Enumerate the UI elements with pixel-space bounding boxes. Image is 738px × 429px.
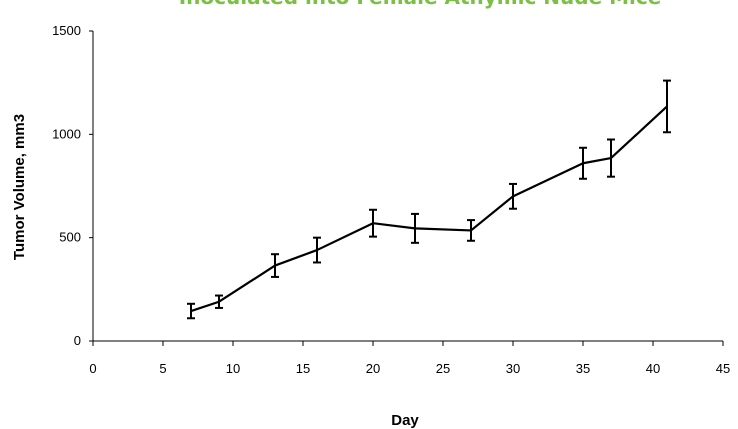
x-tick-label: 0 [89, 361, 96, 376]
y-tick-label: 1000 [52, 126, 81, 141]
y-axis-ticks: 0 500 1000 1500 [52, 23, 93, 348]
x-tick-label: 40 [646, 361, 660, 376]
y-tick-label: 0 [74, 333, 81, 348]
x-tick-label: 25 [436, 361, 450, 376]
x-tick-label: 15 [296, 361, 310, 376]
x-axis-ticks: 0 5 10 15 20 25 30 35 40 45 [89, 341, 730, 376]
x-axis-label: Day [391, 412, 419, 429]
x-tick-label: 45 [716, 361, 730, 376]
x-tick-label: 20 [366, 361, 380, 376]
tumor-volume-line [190, 105, 668, 313]
y-tick-label: 500 [59, 230, 81, 245]
x-tick-label: 30 [506, 361, 520, 376]
x-tick-label: 5 [159, 361, 166, 376]
x-tick-label: 35 [576, 361, 590, 376]
error-bars [187, 79, 671, 320]
x-tick-label: 10 [226, 361, 240, 376]
y-axis-label: Tumor Volume, mm3 [11, 114, 28, 260]
chart-title: Inoculated into Female Athymic Nude Mice [179, 0, 662, 9]
y-tick-label: 1500 [52, 23, 81, 38]
